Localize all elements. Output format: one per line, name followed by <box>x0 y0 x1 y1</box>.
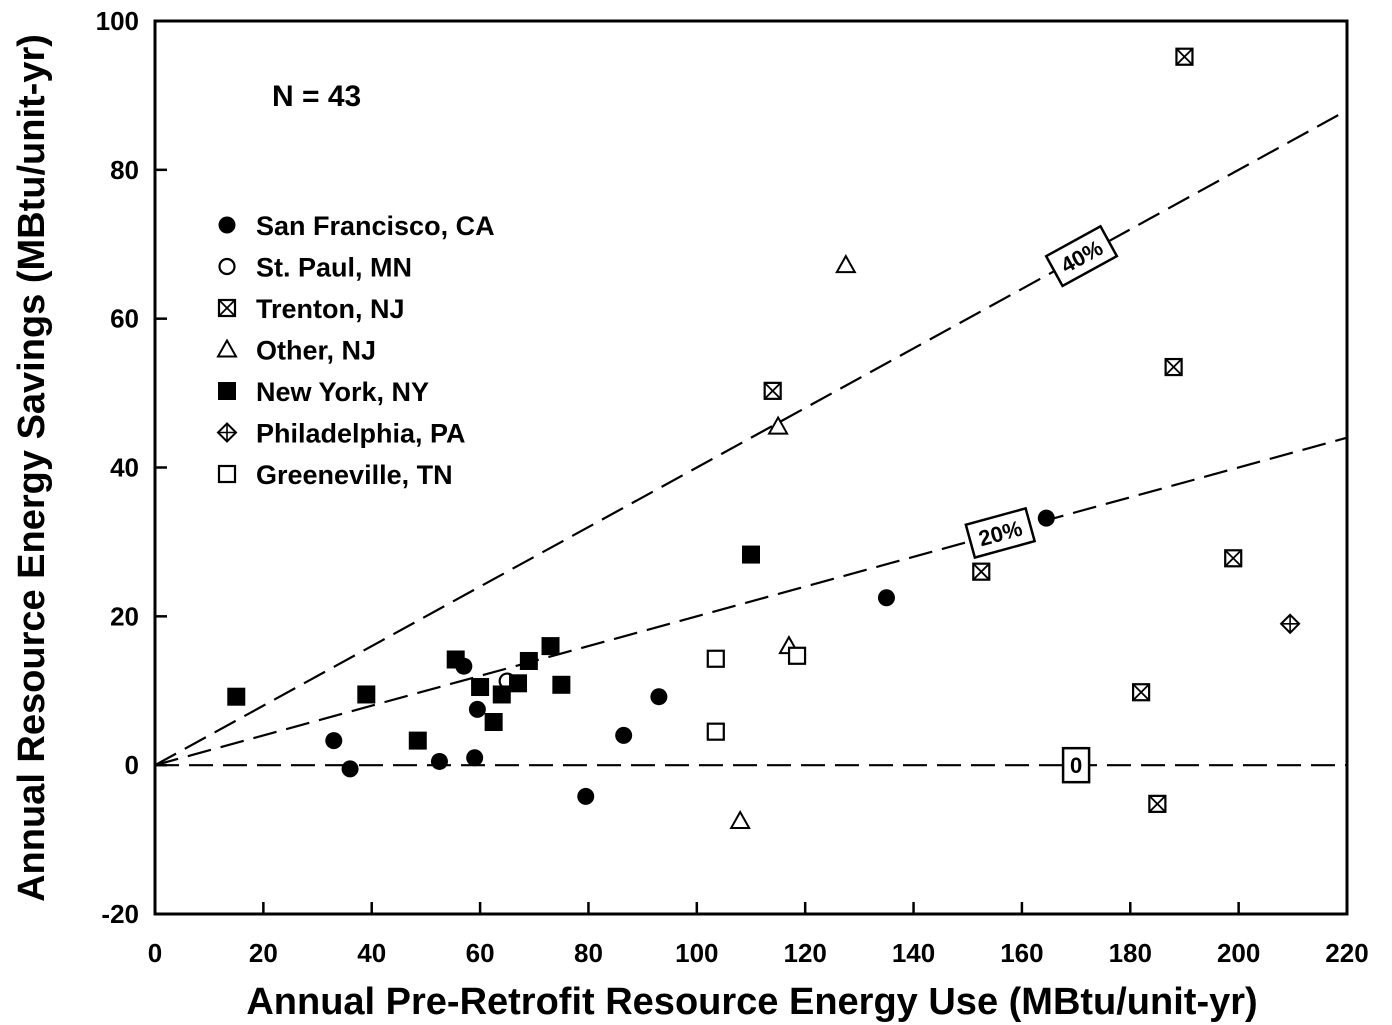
x-tick-label: 0 <box>148 938 162 968</box>
reference-label-box <box>1044 224 1119 288</box>
data-point <box>706 649 725 668</box>
data-point <box>484 713 503 732</box>
data-point <box>1224 549 1243 568</box>
data-point <box>742 545 760 564</box>
reference-label-box <box>1061 746 1091 784</box>
data-point <box>729 809 751 829</box>
legend-marker <box>218 257 236 276</box>
data-point <box>1279 613 1301 635</box>
data-point <box>577 787 595 805</box>
data-point <box>1164 357 1183 377</box>
x-tick-label: 160 <box>1000 938 1043 968</box>
y-tick-label: 0 <box>125 750 139 780</box>
legend-label: San Francisco, CA <box>256 211 495 241</box>
x-axis-title: Annual Pre-Retrofit Resource Energy Use … <box>246 981 1257 1023</box>
x-tick-label: 120 <box>783 938 826 968</box>
data-point <box>1037 509 1055 527</box>
data-point <box>972 562 991 581</box>
reference-line-label: 40% <box>1044 224 1119 288</box>
x-tick-label: 80 <box>574 938 603 968</box>
data-points <box>227 47 1301 829</box>
sample-size-annotation: N = 43 <box>272 80 361 113</box>
legend-marker <box>218 382 236 400</box>
y-tick-label: 100 <box>96 6 139 36</box>
legend-label: St. Paul, MN <box>256 253 412 283</box>
legend-label: Greeneville, TN <box>256 460 453 490</box>
legend-label: New York, NY <box>256 377 429 407</box>
x-tick-label: 200 <box>1217 938 1260 968</box>
x-tick-label: 220 <box>1325 938 1368 968</box>
data-point <box>1175 47 1194 66</box>
x-tick-label: 40 <box>357 938 386 968</box>
data-point <box>877 589 895 607</box>
reference-line-label: 0 <box>1061 746 1091 784</box>
y-tick-label: 80 <box>110 155 139 185</box>
data-point <box>552 675 571 694</box>
data-point <box>509 674 528 693</box>
y-axis-title: Annual Resource Energy Savings (MBtu/uni… <box>11 34 53 902</box>
data-point <box>430 752 448 770</box>
reference-label-box <box>964 506 1037 560</box>
data-point <box>787 646 807 665</box>
data-point <box>341 760 359 778</box>
y-tick-label: 60 <box>110 304 139 334</box>
y-tick-label: -20 <box>101 899 139 929</box>
reference-label-text: 0 <box>1070 753 1082 778</box>
data-point <box>325 732 343 750</box>
data-point <box>650 688 668 706</box>
x-tick-label: 100 <box>675 938 718 968</box>
data-point <box>767 415 789 435</box>
data-point <box>471 678 490 697</box>
legend-marker <box>216 338 238 358</box>
data-point <box>519 651 538 670</box>
legend-label: Other, NJ <box>256 336 376 366</box>
data-point <box>466 749 484 767</box>
legend-marker <box>217 464 237 484</box>
x-axis: 0 20 40 60 80 100 120 140 160 180 200 220 <box>148 902 1369 968</box>
data-point <box>227 687 246 706</box>
x-tick-label: 60 <box>466 938 495 968</box>
x-tick-label: 140 <box>892 938 935 968</box>
data-point <box>1132 683 1151 702</box>
data-point <box>492 685 511 704</box>
data-point <box>357 685 376 704</box>
data-point <box>835 254 857 274</box>
legend-marker <box>218 216 236 234</box>
x-tick-label: 180 <box>1109 938 1152 968</box>
data-point <box>1148 794 1167 813</box>
legend-label: Trenton, NJ <box>256 294 405 324</box>
legend-marker <box>217 298 237 318</box>
y-tick-label: 40 <box>110 453 139 483</box>
legend-marker <box>216 422 238 443</box>
data-point <box>541 637 560 656</box>
reference-lines: 40% 20% 0 <box>154 109 1348 784</box>
x-tick-label: 20 <box>249 938 278 968</box>
reference-line-label: 20% <box>964 506 1037 560</box>
legend: San Francisco, CA St. Paul, MN Trenton, NJ… <box>216 211 495 490</box>
data-point <box>468 700 486 718</box>
y-tick-label: 20 <box>110 601 139 631</box>
reference-line <box>154 436 1348 767</box>
data-point <box>706 722 725 741</box>
data-point <box>615 726 633 744</box>
data-point <box>763 381 782 400</box>
legend-label: Philadelphia, PA <box>256 419 466 449</box>
data-point <box>446 650 465 669</box>
data-point <box>408 731 427 750</box>
reference-line <box>154 109 1348 767</box>
y-axis: -20 0 20 40 60 80 100 <box>96 6 167 929</box>
